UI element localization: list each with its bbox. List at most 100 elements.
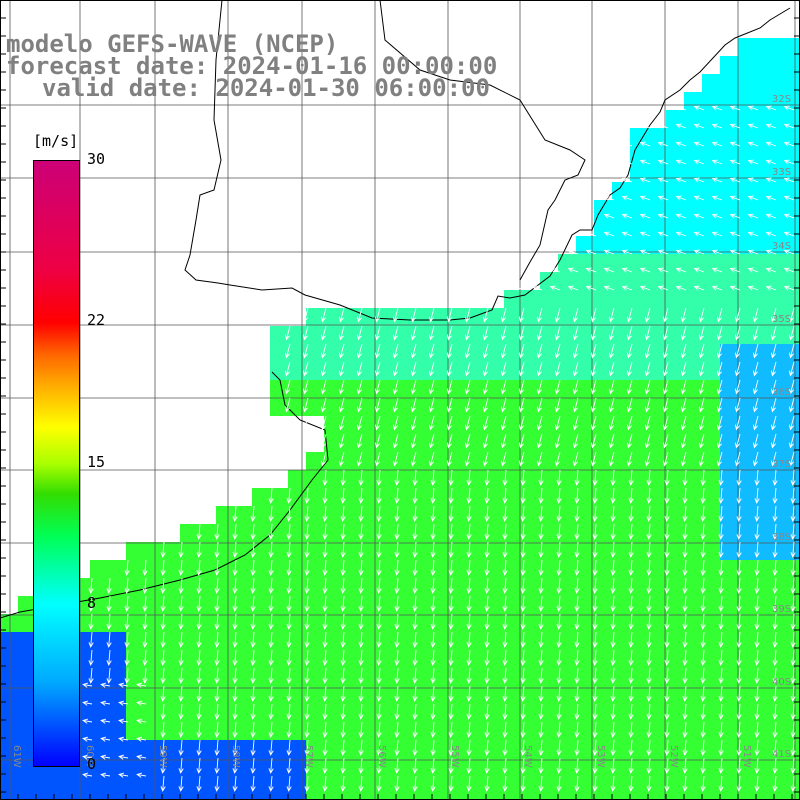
speed-cell [36,776,54,794]
speed-cell [270,398,288,416]
speed-cell [792,542,800,560]
speed-cell [558,362,576,380]
wind-arrow [610,775,616,792]
speed-cell [486,452,504,470]
speed-cell [774,110,792,128]
wind-arrow [621,249,633,255]
wind-arrow [770,307,777,323]
speed-cell [540,308,558,326]
speed-cell [180,632,198,650]
speed-cell [702,218,720,236]
wind-arrow [772,775,778,792]
speed-cell [252,704,270,722]
wind-arrow [142,649,148,666]
wind-arrow [718,469,724,486]
wind-arrow [484,775,490,792]
wind-arrow [136,682,147,688]
wind-arrow [736,559,742,576]
wind-arrow [82,736,93,742]
speed-cell [486,416,504,434]
wind-arrow [556,757,562,774]
wind-arrow [770,379,777,395]
speed-cell [684,632,702,650]
wind-arrow [538,631,544,648]
speed-cell [378,704,396,722]
speed-cell [684,344,702,362]
speed-cell [702,290,720,308]
wind-arrow [448,595,454,612]
wind-arrow [338,397,345,413]
speed-cell [90,578,108,596]
wind-arrow [646,775,652,792]
speed-cell [234,632,252,650]
wind-arrow [214,649,220,666]
speed-cell [540,524,558,542]
wind-arrow [520,721,526,738]
speed-cell [576,776,594,794]
wind-arrow [322,613,328,630]
wind-arrow [410,379,417,395]
speed-cell [144,704,162,722]
speed-cell [612,704,630,722]
speed-cell [396,344,414,362]
wind-arrow [554,451,561,467]
speed-cell [666,218,684,236]
speed-cell [720,236,738,254]
wind-arrow [446,361,453,377]
wind-arrow [268,667,274,684]
wind-arrow [430,775,436,792]
wind-arrow [664,541,670,558]
speed-cell [756,38,774,56]
wind-arrow [590,307,597,323]
speed-cell [540,650,558,668]
speed-cell [594,650,612,668]
wind-arrow [428,397,435,413]
wind-arrow [608,325,615,341]
speed-cell [558,614,576,632]
speed-cell [720,578,738,596]
speed-cell [756,272,774,290]
speed-cell [198,668,216,686]
wind-arrow [770,451,777,467]
wind-arrow [358,613,364,630]
wind-arrow [376,703,382,720]
speed-cell [0,758,18,776]
speed-cell [504,632,522,650]
speed-cell [612,524,630,542]
wind-arrow [356,361,363,377]
speed-cell [648,308,666,326]
wind-arrow [610,541,616,558]
speed-cell [540,290,558,308]
speed-cell [612,596,630,614]
wind-arrow [700,541,706,558]
wind-arrow [628,505,634,522]
wind-arrow [392,307,399,323]
speed-cell [666,380,684,398]
wind-arrow [106,595,112,612]
speed-cell [252,758,270,776]
wind-arrow [590,343,597,359]
speed-cell [522,668,540,686]
wind-arrow [340,685,346,702]
speed-cell [432,542,450,560]
speed-cell [432,722,450,740]
wind-arrow [788,361,795,377]
speed-cell [306,578,324,596]
speed-cell [450,506,468,524]
speed-cell [612,290,630,308]
wind-arrow [646,595,652,612]
wind-arrow [610,559,616,576]
speed-cell [234,758,252,776]
wind-arrow [178,559,184,576]
speed-cell [594,506,612,524]
speed-cell [774,542,792,560]
speed-cell [648,416,666,434]
speed-cell [774,200,792,218]
speed-cell [684,650,702,668]
wind-arrow [88,577,94,594]
wind-arrow [214,721,220,738]
speed-cell [702,344,720,362]
speed-cell [288,704,306,722]
wind-arrow [502,775,508,792]
speed-cell [612,362,630,380]
